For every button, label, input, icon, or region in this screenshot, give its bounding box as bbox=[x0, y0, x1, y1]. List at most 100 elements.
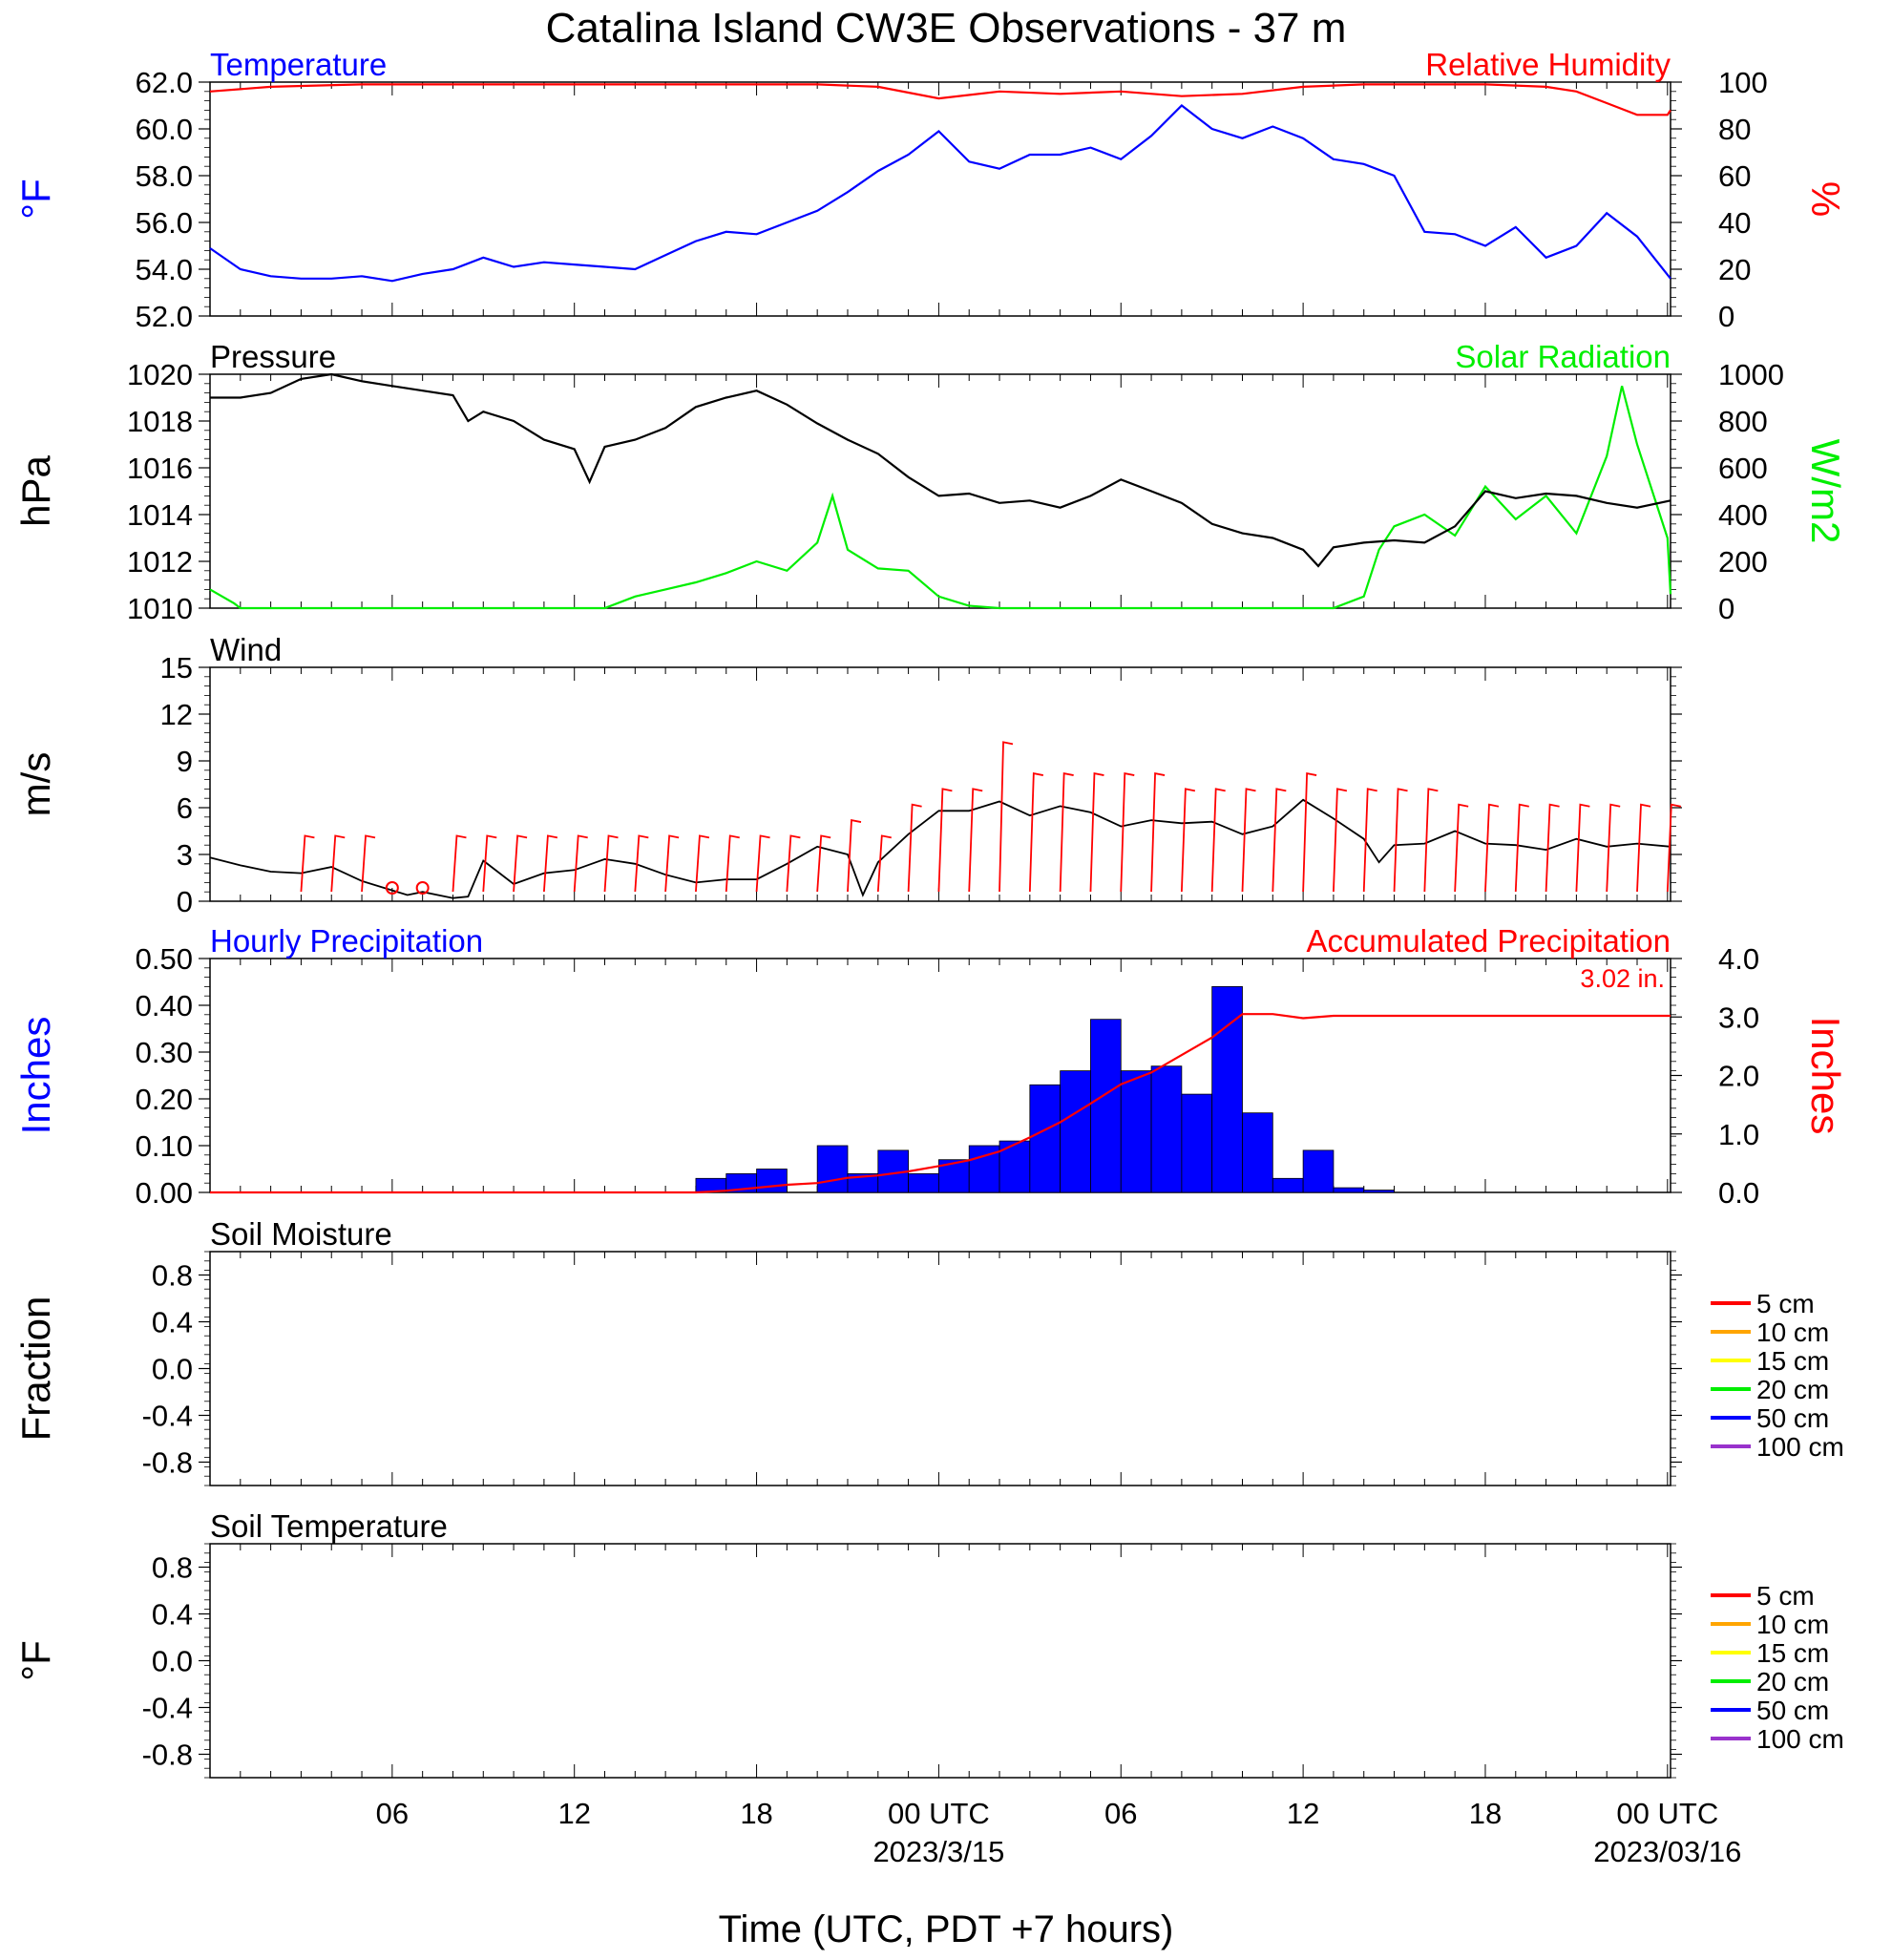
wind-barb bbox=[695, 834, 710, 893]
wind-barb bbox=[1545, 803, 1560, 893]
y-tick-label: 62.0 bbox=[136, 66, 193, 99]
panel-soil_moisture: -0.8 -0.4 0.0 0.4 0.8 Soil Moisture Fraction 5 … bbox=[13, 1216, 1844, 1486]
y-tick-label: 60.0 bbox=[136, 113, 193, 146]
y-tick-label: 0.0 bbox=[152, 1645, 193, 1678]
y-tick-label: 1010 bbox=[127, 592, 193, 625]
wind-barb bbox=[876, 834, 892, 893]
wind-calm-mark bbox=[385, 881, 399, 895]
panel-right-title: Accumulated Precipitation bbox=[1306, 923, 1671, 959]
precip-bar bbox=[1211, 986, 1243, 1193]
wind-barb bbox=[542, 834, 558, 893]
y2-tick-label: 60 bbox=[1718, 159, 1751, 193]
y2-tick-label: 600 bbox=[1718, 452, 1768, 485]
y-tick-label: 9 bbox=[177, 745, 193, 778]
y-tick-label: 1016 bbox=[127, 452, 193, 485]
y-tick-label: 0.0 bbox=[152, 1353, 193, 1386]
wind-barb bbox=[907, 803, 922, 893]
wind-barb bbox=[1636, 803, 1651, 893]
y-tick-label: 0.20 bbox=[136, 1083, 193, 1116]
x-tick-label: 12 bbox=[557, 1797, 590, 1830]
panel-frame bbox=[209, 81, 1671, 317]
series-wind bbox=[209, 798, 1671, 899]
series-accumulated-precipitation bbox=[210, 1013, 1671, 1194]
y-tick-label: 3 bbox=[177, 838, 193, 872]
wind-barb bbox=[755, 834, 770, 893]
y-tick-label: 0.00 bbox=[136, 1176, 193, 1210]
legend-label: 15 cm bbox=[1756, 1346, 1829, 1376]
y-tick-label: 6 bbox=[177, 791, 193, 825]
precip-bar bbox=[1363, 1190, 1395, 1193]
legend-label: 50 cm bbox=[1756, 1403, 1829, 1433]
wind-barb bbox=[1454, 803, 1469, 893]
wind-barb bbox=[330, 834, 346, 893]
wind-barb bbox=[1362, 788, 1377, 893]
y2-tick-label: 1000 bbox=[1718, 358, 1784, 391]
y-axis-label: m/s bbox=[13, 752, 58, 817]
wind-barb bbox=[1393, 788, 1408, 893]
wind-barb bbox=[1210, 788, 1226, 893]
y-tick-label: 0.40 bbox=[136, 989, 193, 1022]
chart-title: Catalina Island CW3E Observations - 37 m bbox=[546, 5, 1347, 52]
y2-axis-label: Inches bbox=[1803, 1017, 1848, 1135]
precip-bar bbox=[756, 1169, 788, 1193]
y-tick-label: -0.8 bbox=[142, 1739, 193, 1772]
wind-barb bbox=[1302, 771, 1317, 893]
y-tick-label: 12 bbox=[160, 698, 193, 731]
legend-label: 10 cm bbox=[1756, 1317, 1829, 1347]
legend-label: 50 cm bbox=[1756, 1696, 1829, 1725]
y2-tick-label: 0 bbox=[1718, 592, 1734, 625]
series-temperature bbox=[209, 104, 1671, 283]
wind-barb bbox=[1423, 788, 1439, 893]
x-tick-label: 00 UTC bbox=[1616, 1797, 1718, 1830]
y-tick-label: 15 bbox=[160, 651, 193, 685]
legend-label: 10 cm bbox=[1756, 1610, 1829, 1639]
y-tick-label: 56.0 bbox=[136, 206, 193, 240]
y-tick-label: 0.8 bbox=[152, 1259, 193, 1293]
y2-tick-label: 80 bbox=[1718, 113, 1751, 146]
wind-barb bbox=[452, 834, 467, 893]
y2-tick-label: 20 bbox=[1718, 253, 1751, 286]
y2-axis-label: W/m2 bbox=[1803, 439, 1848, 544]
y2-tick-label: 3.0 bbox=[1718, 1001, 1759, 1034]
precip-bar bbox=[816, 1145, 849, 1193]
x-tick-label: 00 UTC bbox=[888, 1797, 990, 1830]
legend-label: 15 cm bbox=[1756, 1638, 1829, 1668]
wind-barb bbox=[968, 788, 983, 893]
panel-right-title: Relative Humidity bbox=[1425, 47, 1671, 82]
wind-barb bbox=[1028, 771, 1044, 893]
wind-calm-mark bbox=[415, 881, 430, 895]
precip-bar bbox=[1150, 1065, 1183, 1193]
y2-tick-label: 200 bbox=[1718, 545, 1768, 579]
x-tick-label: 12 bbox=[1287, 1797, 1319, 1830]
panel-left-title: Hourly Precipitation bbox=[210, 923, 483, 959]
y2-tick-label: 1.0 bbox=[1718, 1118, 1759, 1151]
precip-bar bbox=[1120, 1070, 1152, 1193]
wind-barb bbox=[603, 834, 619, 893]
y2-axis-label: % bbox=[1803, 181, 1848, 217]
y-tick-label: 0.30 bbox=[136, 1036, 193, 1069]
y-tick-label: 0.4 bbox=[152, 1306, 193, 1339]
panel-frame bbox=[209, 1251, 1671, 1486]
y-tick-label: -0.8 bbox=[142, 1446, 193, 1480]
wind-barb bbox=[1059, 771, 1074, 893]
y-axis-label: °F bbox=[13, 179, 58, 219]
legend-label: 5 cm bbox=[1756, 1581, 1815, 1611]
y-tick-label: -0.4 bbox=[142, 1692, 193, 1725]
wind-barb bbox=[1606, 803, 1621, 893]
panel-frame bbox=[209, 958, 1671, 1193]
x-date-label: 2023/3/15 bbox=[872, 1835, 1004, 1868]
wind-barb bbox=[725, 834, 740, 893]
wind-barb bbox=[1666, 803, 1681, 893]
y-tick-label: 1018 bbox=[127, 405, 193, 438]
x-tick-label: 18 bbox=[740, 1797, 772, 1830]
panel-left-title: Wind bbox=[210, 632, 282, 667]
y2-tick-label: 0 bbox=[1718, 300, 1734, 333]
y2-tick-label: 800 bbox=[1718, 405, 1768, 438]
y2-tick-label: 400 bbox=[1718, 498, 1768, 532]
precip-bar bbox=[1242, 1112, 1273, 1193]
y-tick-label: -0.4 bbox=[142, 1400, 193, 1433]
wind-barb bbox=[1241, 788, 1256, 893]
wind-barb bbox=[1272, 788, 1287, 893]
x-axis-label: Time (UTC, PDT +7 hours) bbox=[719, 1908, 1174, 1950]
